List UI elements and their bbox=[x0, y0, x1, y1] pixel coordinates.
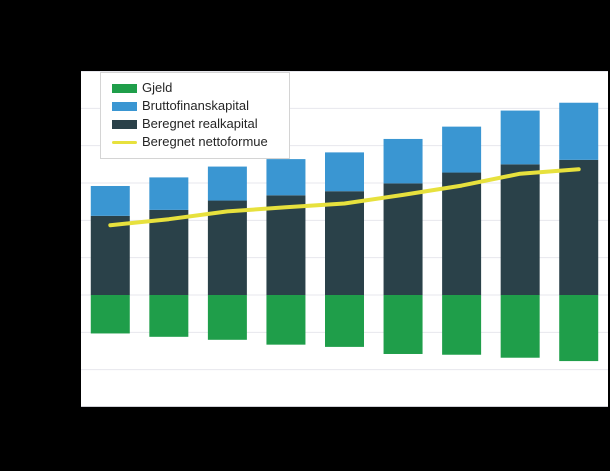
legend: Gjeld Bruttofinanskapital Beregnet realk… bbox=[100, 72, 290, 159]
bar-segment-gjeld bbox=[559, 295, 599, 362]
bar-segment-gjeld bbox=[383, 295, 423, 354]
legend-item-gjeld: Gjeld bbox=[112, 79, 275, 97]
bar-segment-bruttofinanskapital bbox=[383, 138, 423, 184]
bar-segment-gjeld bbox=[90, 295, 130, 334]
bar-segment-bruttofinanskapital bbox=[442, 126, 482, 173]
bar-segment-bruttofinanskapital bbox=[207, 166, 247, 201]
legend-label-gjeld: Gjeld bbox=[142, 80, 173, 95]
bar-segment-bruttofinanskapital bbox=[500, 110, 540, 165]
bar-segment-beregnet-realkapital bbox=[90, 215, 130, 295]
legend-item-bruttofinanskapital: Bruttofinanskapital bbox=[112, 97, 275, 115]
legend-label-bruttofinanskapital: Bruttofinanskapital bbox=[142, 98, 249, 113]
bar-segment-bruttofinanskapital bbox=[325, 152, 364, 192]
bar-segment-beregnet-realkapital bbox=[207, 200, 247, 295]
bar-segment-beregnet-realkapital bbox=[559, 159, 599, 295]
bar-segment-gjeld bbox=[266, 295, 306, 345]
bar-segment-bruttofinanskapital bbox=[149, 177, 189, 210]
bar-segment-bruttofinanskapital bbox=[266, 159, 306, 196]
bar-segment-bruttofinanskapital bbox=[559, 102, 599, 160]
bar-segment-beregnet-realkapital bbox=[383, 183, 423, 295]
bar-segment-beregnet-realkapital bbox=[325, 191, 364, 295]
bar-segment-beregnet-realkapital bbox=[500, 164, 540, 295]
bar-segment-bruttofinanskapital bbox=[90, 185, 130, 216]
legend-item-beregnet-realkapital: Beregnet realkapital bbox=[112, 115, 275, 133]
bar-segment-gjeld bbox=[442, 295, 482, 355]
legend-label-beregnet-realkapital: Beregnet realkapital bbox=[142, 116, 258, 131]
bar-segment-gjeld bbox=[207, 295, 247, 340]
bar-segment-gjeld bbox=[149, 295, 189, 337]
legend-label-beregnet-nettoformue: Beregnet nettoformue bbox=[142, 134, 268, 149]
legend-swatch-gjeld bbox=[112, 83, 137, 93]
line-beregnet-nettoformue bbox=[108, 167, 581, 228]
legend-item-beregnet-nettoformue: Beregnet nettoformue bbox=[112, 133, 275, 151]
legend-swatch-bruttofinanskapital bbox=[112, 101, 137, 111]
bar-segment-beregnet-realkapital bbox=[266, 195, 306, 295]
bar-segment-beregnet-realkapital bbox=[442, 172, 482, 295]
plot-area bbox=[81, 71, 608, 407]
legend-swatch-beregnet-nettoformue bbox=[112, 140, 137, 144]
legend-swatch-beregnet-realkapital bbox=[112, 119, 137, 129]
bar-segment-gjeld bbox=[325, 295, 364, 347]
bar-segment-gjeld bbox=[500, 295, 540, 358]
bar-segment-beregnet-realkapital bbox=[149, 209, 189, 295]
